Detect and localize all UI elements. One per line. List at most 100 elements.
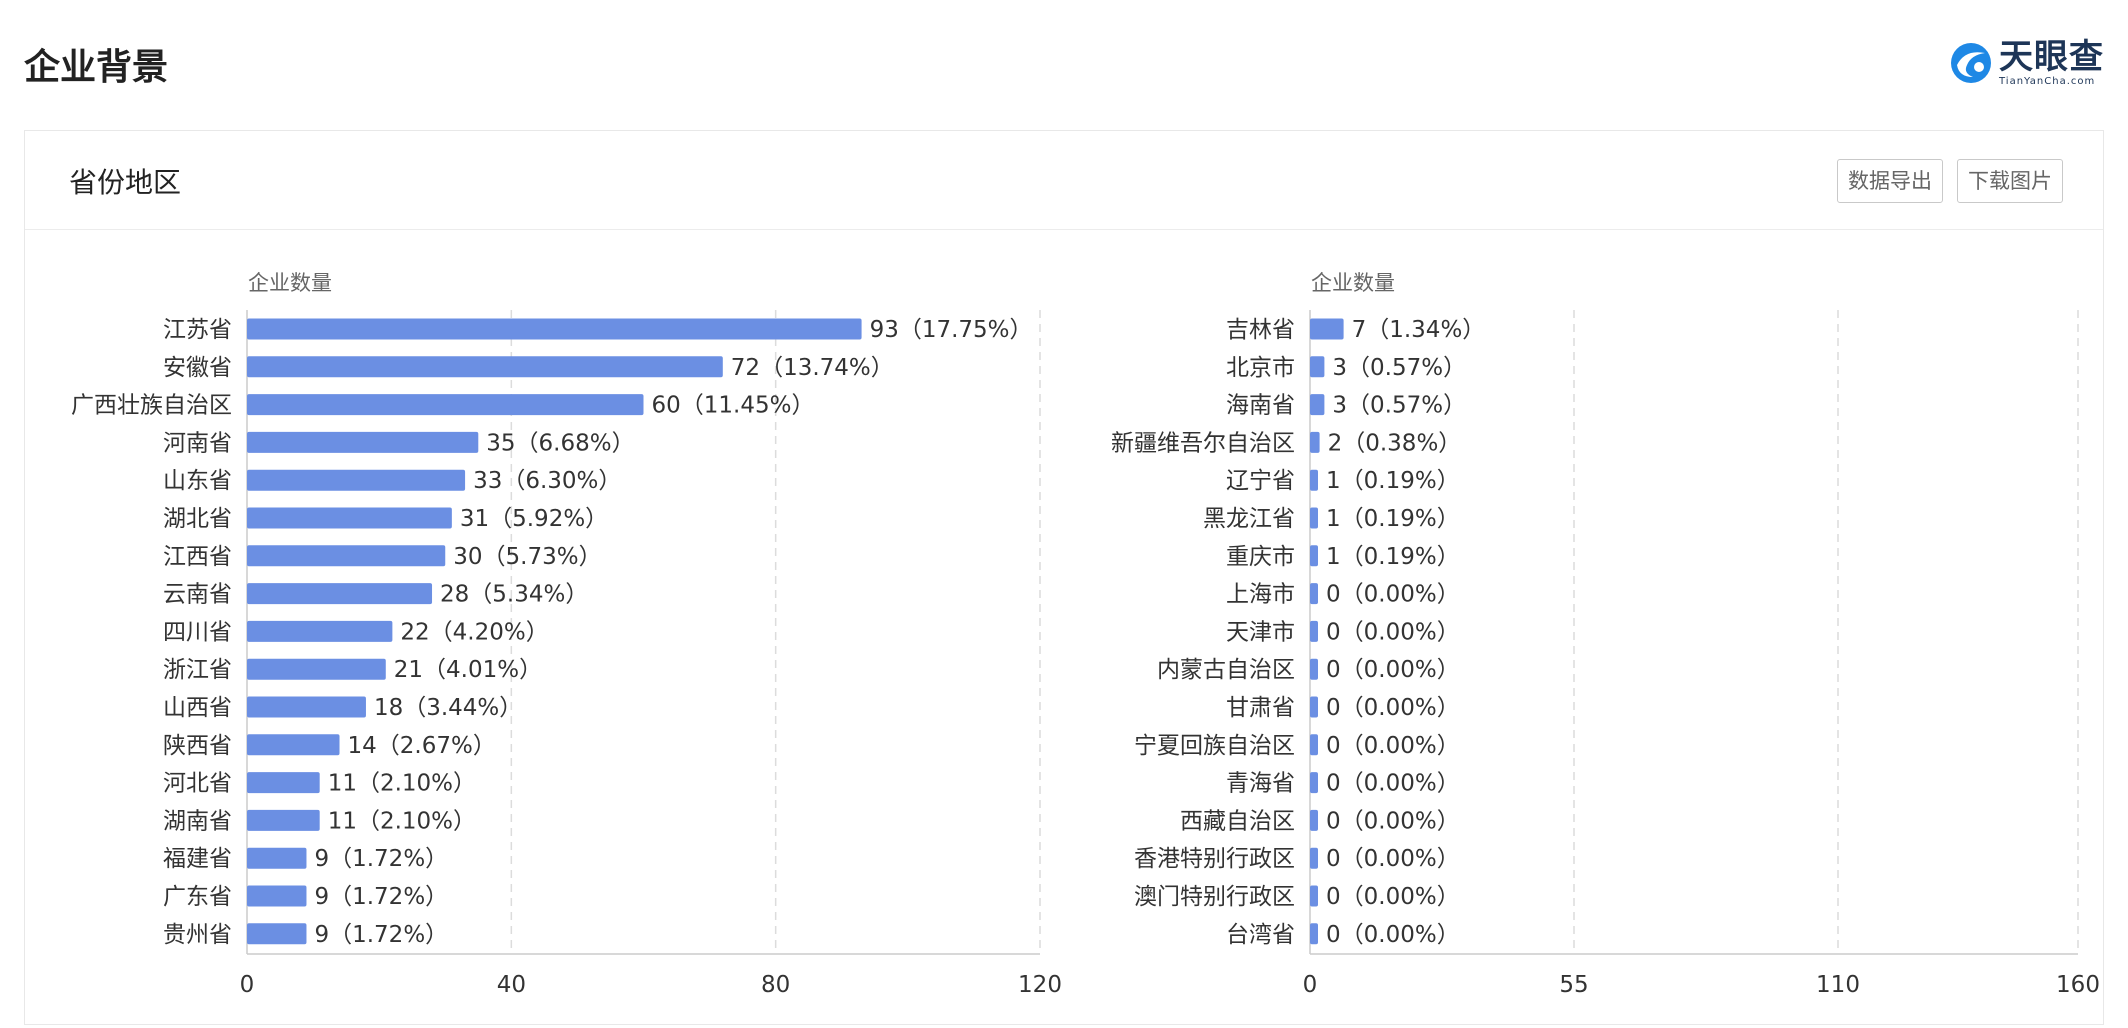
bar	[1310, 696, 1318, 718]
bar	[247, 772, 320, 794]
data-label: 11（2.10%）	[328, 808, 476, 834]
x-axis-label: 企业数量	[1311, 271, 1395, 295]
bar	[247, 545, 446, 567]
logo-domain: TianYanCha.com	[1999, 76, 2096, 87]
bar	[247, 734, 340, 756]
province-card: 省份地区 数据导出 下载图片	[24, 130, 2104, 1025]
category-label: 四川省	[163, 619, 232, 645]
data-label: 22（4.20%）	[400, 619, 548, 645]
page-title: 企业背景	[24, 47, 169, 88]
x-tick-label: 40	[497, 972, 526, 998]
data-label: 0（0.00%）	[1326, 733, 1460, 759]
data-label: 0（0.00%）	[1326, 771, 1460, 797]
bar	[247, 583, 433, 605]
category-label: 上海市	[1226, 582, 1295, 608]
category-label: 福建省	[163, 846, 232, 872]
bar	[247, 318, 862, 340]
bar	[247, 469, 466, 491]
category-label: 香港特别行政区	[1134, 846, 1295, 872]
category-label: 山西省	[163, 695, 232, 721]
tianyancha-logo-icon	[1951, 43, 1991, 83]
download-image-button[interactable]: 下载图片	[1957, 159, 2063, 203]
category-label: 贵州省	[163, 922, 232, 948]
category-label: 江苏省	[163, 317, 232, 343]
bar	[1310, 847, 1318, 869]
category-label: 内蒙古自治区	[1157, 657, 1295, 683]
data-label: 72（13.74%）	[731, 355, 894, 381]
card-header: 省份地区 数据导出 下载图片	[25, 131, 2103, 230]
bar	[1310, 469, 1318, 491]
category-label: 湖北省	[163, 506, 232, 532]
bar	[1310, 318, 1344, 340]
data-label: 0（0.00%）	[1326, 619, 1460, 645]
category-label: 湖南省	[163, 808, 232, 834]
category-label: 河南省	[163, 430, 232, 456]
x-axis-label: 企业数量	[248, 271, 332, 295]
data-label: 0（0.00%）	[1326, 884, 1460, 910]
category-label: 黑龙江省	[1203, 506, 1295, 532]
bar	[1310, 620, 1318, 642]
export-data-button[interactable]: 数据导出	[1837, 159, 1943, 203]
category-label: 青海省	[1226, 771, 1295, 797]
data-label: 0（0.00%）	[1326, 657, 1460, 683]
logo: 天眼查 TianYanCha.com	[1949, 38, 2104, 88]
bar	[1310, 431, 1320, 453]
bar	[1310, 772, 1318, 794]
data-label: 0（0.00%）	[1326, 695, 1460, 721]
data-label: 3（0.57%）	[1332, 393, 1466, 419]
bar	[1310, 885, 1318, 907]
data-label: 9（1.72%）	[314, 884, 448, 910]
x-tick-label: 0	[1303, 972, 1318, 998]
bar	[1310, 356, 1325, 378]
bar	[247, 356, 723, 378]
category-label: 甘肃省	[1226, 695, 1295, 721]
category-label: 吉林省	[1226, 317, 1295, 343]
bar	[247, 658, 386, 680]
bar	[1310, 923, 1318, 945]
data-label: 18（3.44%）	[374, 695, 522, 721]
bar	[1310, 809, 1318, 831]
data-label: 0（0.00%）	[1326, 922, 1460, 948]
data-label: 3（0.57%）	[1332, 355, 1466, 381]
data-label: 2（0.38%）	[1328, 430, 1462, 456]
x-tick-label: 0	[240, 972, 255, 998]
section-title: 省份地区	[69, 166, 182, 199]
data-label: 9（1.72%）	[314, 846, 448, 872]
bar	[247, 696, 366, 718]
bar	[247, 394, 644, 416]
category-label: 海南省	[1226, 393, 1295, 419]
data-label: 35（6.68%）	[486, 430, 634, 456]
category-label: 安徽省	[163, 355, 232, 381]
data-label: 28（5.34%）	[440, 582, 588, 608]
category-label: 重庆市	[1226, 544, 1295, 570]
category-label: 广东省	[163, 884, 232, 910]
bar	[247, 923, 307, 945]
category-label: 北京市	[1226, 355, 1295, 381]
x-tick-label: 120	[1018, 972, 1062, 998]
bar	[247, 885, 307, 907]
bar	[247, 809, 320, 831]
logo-name: 天眼查	[1999, 37, 2104, 77]
category-label: 天津市	[1226, 619, 1295, 645]
data-label: 1（0.19%）	[1326, 506, 1460, 532]
bar	[247, 620, 393, 642]
category-label: 澳门特别行政区	[1134, 884, 1295, 910]
x-tick-label: 80	[761, 972, 790, 998]
category-label: 宁夏回族自治区	[1134, 733, 1295, 759]
data-label: 1（0.19%）	[1326, 544, 1460, 570]
bar	[1310, 545, 1318, 567]
category-label: 山东省	[163, 468, 232, 494]
x-tick-label: 110	[1816, 972, 1860, 998]
data-label: 93（17.75%）	[870, 317, 1033, 343]
data-label: 0（0.00%）	[1326, 808, 1460, 834]
data-label: 0（0.00%）	[1326, 846, 1460, 872]
bar	[247, 507, 452, 529]
bar	[247, 847, 307, 869]
bar	[1310, 734, 1318, 756]
x-tick-label: 160	[2056, 972, 2100, 998]
data-label: 7（1.34%）	[1352, 317, 1486, 343]
data-label: 0（0.00%）	[1326, 582, 1460, 608]
category-label: 河北省	[163, 771, 232, 797]
